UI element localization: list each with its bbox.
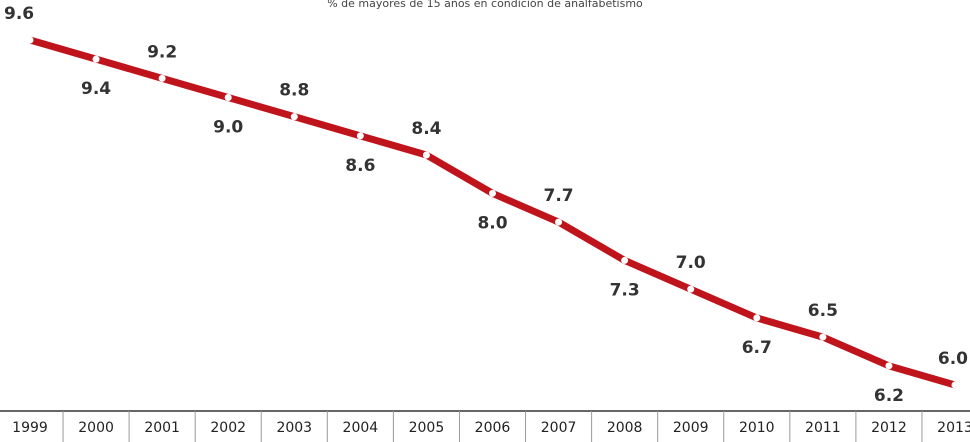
x-tick-label: 2012 [871, 420, 907, 436]
value-label: 8.8 [279, 81, 309, 101]
point [92, 55, 100, 63]
value-label: 6.0 [938, 349, 968, 369]
value-label: 7.7 [544, 186, 574, 206]
value-label: 9.0 [213, 118, 243, 138]
point [224, 94, 232, 101]
point [687, 285, 695, 293]
x-tick-label: 2010 [739, 420, 775, 436]
value-label: 9.2 [147, 42, 177, 62]
x-tick-label: 2002 [210, 420, 246, 436]
value-label: 7.3 [610, 280, 640, 300]
point [885, 362, 893, 370]
point [422, 151, 430, 159]
x-tick-label: 2003 [276, 420, 312, 436]
point [290, 113, 298, 121]
value-label: 6.7 [742, 338, 772, 358]
value-label: 6.5 [808, 301, 838, 321]
value-label: 8.0 [477, 213, 507, 233]
point [951, 381, 959, 389]
value-label: 8.4 [411, 119, 441, 139]
point [356, 132, 364, 140]
point [555, 218, 563, 226]
x-tick-label: 2005 [409, 420, 445, 436]
point [26, 36, 34, 44]
x-tick-label: 2006 [475, 420, 511, 436]
point [621, 256, 629, 264]
point [158, 74, 166, 82]
x-tick-label: 1999 [12, 420, 48, 436]
x-tick-label: 2004 [343, 420, 379, 436]
x-tick-label: 2013 [937, 420, 970, 436]
value-label: 9.6 [4, 4, 34, 24]
value-label: 9.4 [81, 79, 111, 99]
x-tick-label: 2001 [144, 420, 180, 436]
value-label: 8.6 [345, 156, 375, 176]
x-tick-label: 2008 [607, 420, 643, 436]
point [489, 189, 496, 197]
x-tick-label: 2007 [541, 420, 577, 436]
point [753, 314, 761, 322]
x-tick-label: 2009 [673, 420, 709, 436]
value-label: 6.2 [874, 386, 904, 406]
value-label: 7.0 [676, 253, 706, 273]
x-tick-label: 2000 [78, 420, 114, 436]
point [819, 333, 827, 341]
x-tick-label: 2011 [805, 420, 841, 436]
chart-title: % de mayores de 15 años en condición de … [327, 0, 643, 10]
